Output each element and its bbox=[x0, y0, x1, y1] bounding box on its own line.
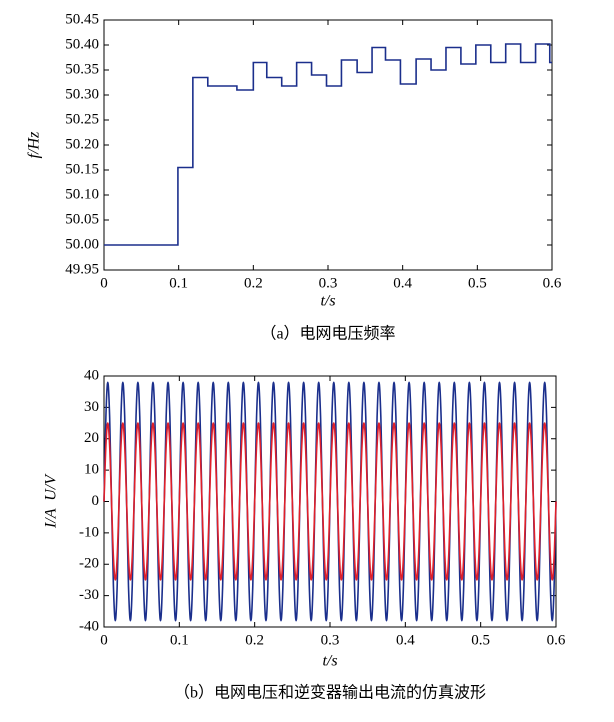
data-line bbox=[104, 43, 552, 246]
x-tick-label: 0.2 bbox=[244, 275, 263, 291]
y-tick-label: 0 bbox=[92, 493, 100, 509]
x-tick-label: 0.3 bbox=[319, 275, 338, 291]
caption: （b）电网电压和逆变器输出电流的仿真波形 bbox=[174, 684, 486, 702]
y-tick-label: 40 bbox=[84, 367, 99, 383]
y-tick-label: -10 bbox=[79, 524, 99, 540]
y-axis-label: I/A U/V bbox=[43, 473, 60, 529]
y-tick-label: -20 bbox=[79, 556, 99, 572]
x-tick-label: 0.1 bbox=[170, 632, 189, 648]
x-tick-label: 0.6 bbox=[547, 632, 566, 648]
y-tick-label: 50.00 bbox=[65, 236, 99, 252]
y-tick-label: 50.40 bbox=[65, 36, 99, 52]
y-tick-label: 50.30 bbox=[65, 86, 99, 102]
y-tick-label: 49.95 bbox=[65, 261, 99, 277]
caption: （a）电网电压频率 bbox=[260, 325, 395, 343]
x-tick-label: 0.2 bbox=[245, 632, 264, 648]
x-tick-label: 0.4 bbox=[393, 275, 412, 291]
x-tick-label: 0.6 bbox=[543, 275, 562, 291]
plot-frame bbox=[103, 19, 553, 271]
x-tick-label: 0.5 bbox=[468, 275, 487, 291]
y-tick-label: -30 bbox=[79, 587, 99, 603]
x-tick-label: 0.3 bbox=[321, 632, 340, 648]
x-tick-label: 0.4 bbox=[396, 632, 415, 648]
y-tick-label: 50.05 bbox=[65, 211, 99, 227]
data-line bbox=[103, 422, 557, 581]
x-tick-label: 0 bbox=[100, 275, 108, 291]
y-axis-label: f/Hz bbox=[26, 131, 43, 158]
x-axis-label: t/s bbox=[322, 653, 337, 670]
y-tick-label: 50.20 bbox=[65, 136, 99, 152]
y-tick-label: 10 bbox=[84, 462, 99, 478]
x-tick-label: 0.1 bbox=[169, 275, 188, 291]
y-tick-label: 50.15 bbox=[65, 161, 99, 177]
y-tick-label: -40 bbox=[79, 618, 99, 634]
y-tick-label: 50.10 bbox=[65, 186, 99, 202]
x-axis-label: t/s bbox=[320, 293, 335, 310]
x-tick-label: 0 bbox=[100, 632, 108, 648]
y-tick-label: 30 bbox=[84, 399, 99, 415]
x-tick-label: 0.5 bbox=[471, 632, 490, 648]
y-tick-label: 50.25 bbox=[65, 111, 99, 127]
y-tick-label: 20 bbox=[84, 430, 99, 446]
y-tick-label: 50.35 bbox=[65, 61, 99, 77]
y-tick-label: 50.45 bbox=[65, 11, 99, 27]
